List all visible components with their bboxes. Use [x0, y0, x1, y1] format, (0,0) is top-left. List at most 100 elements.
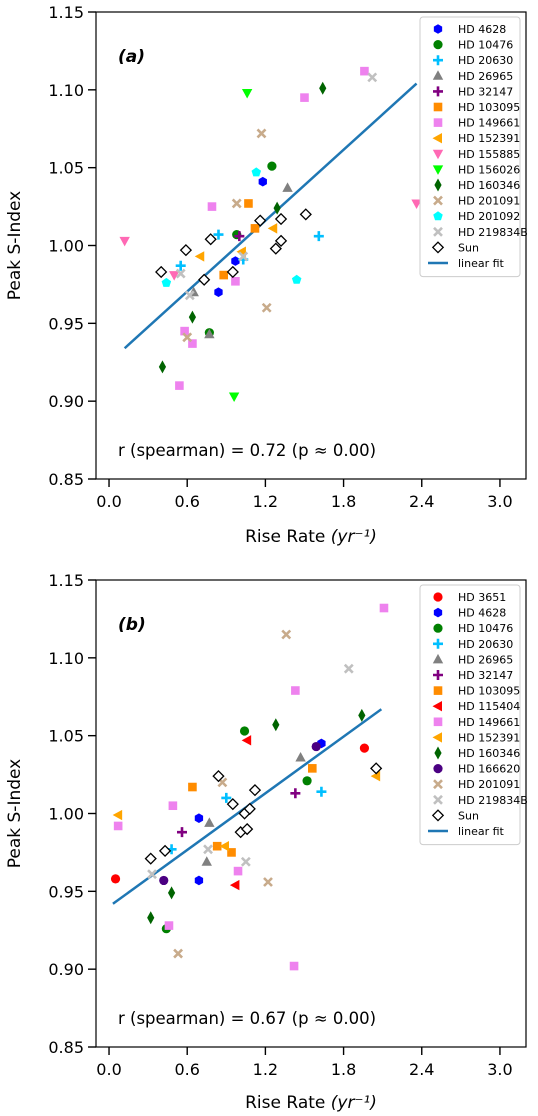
data-point: [167, 886, 176, 900]
y-tick-label: 1.10: [48, 649, 84, 668]
linear-fit-line: [123, 82, 418, 350]
legend-marker: [432, 165, 444, 175]
data-point: [204, 817, 215, 827]
data-point: [212, 770, 225, 783]
y-tick-label: 1.05: [48, 727, 84, 746]
legend-label: Sun: [458, 809, 479, 822]
legend-label: HD 166620: [458, 763, 520, 776]
data-point: [233, 866, 243, 876]
data-point: [161, 277, 172, 287]
legend-label: HD 32147: [458, 669, 513, 682]
series-hd-149661: [175, 66, 369, 390]
data-point: [359, 743, 370, 753]
series-hd-201091: [182, 128, 272, 343]
data-point: [273, 201, 281, 215]
legend-label: HD 3651: [458, 591, 506, 604]
data-point: [188, 310, 197, 324]
data-point: [219, 270, 228, 280]
data-point: [179, 244, 193, 257]
legend-marker: [434, 178, 442, 192]
data-point: [155, 265, 168, 279]
legend-label: HD 155885: [458, 148, 520, 161]
chart-panel-b: 0.0 0.6 1.2 1.8 2.4 3.0 0.85 0.90 0.95 1.00 1.05 1.…: [5, 571, 528, 1113]
series-hd-152391: [112, 770, 381, 852]
legend-label: HD 32147: [458, 85, 513, 98]
legend-marker: [433, 779, 443, 790]
legend-marker: [432, 653, 444, 664]
series-sun: [155, 208, 312, 286]
data-point: [119, 236, 130, 247]
data-point: [411, 199, 422, 209]
series-hd-149661: [113, 603, 389, 971]
data-point: [241, 822, 254, 836]
x-axis-label: Rise Rate (yr⁻¹): [245, 527, 377, 547]
data-point: [379, 603, 389, 613]
y-tick-label: 1.00: [48, 805, 84, 824]
x-tick-label: 2.4: [409, 492, 434, 511]
data-point: [175, 381, 184, 390]
legend-label: HD 152391: [458, 731, 520, 744]
data-point: [258, 176, 267, 187]
data-point: [207, 202, 217, 211]
legend-box: [419, 584, 521, 846]
x-tick-label: 1.8: [331, 1060, 356, 1079]
series-hd-4628: [194, 738, 326, 886]
series-hd-166620: [159, 741, 321, 886]
data-point: [214, 287, 223, 297]
data-point: [263, 877, 273, 887]
data-point: [112, 809, 123, 821]
series-hd-103095: [219, 199, 260, 280]
data-point: [180, 326, 189, 336]
legend-marker: [431, 809, 445, 822]
data-point: [267, 161, 277, 171]
panel-label: (a): [118, 47, 145, 67]
series-hd-20630: [175, 229, 324, 271]
data-point: [231, 277, 240, 286]
data-point: [182, 332, 193, 343]
data-point: [231, 198, 242, 209]
legend-label: HD 4628: [458, 23, 506, 36]
data-point: [313, 231, 324, 242]
data-point: [316, 786, 327, 797]
data-point: [241, 88, 253, 99]
data-point: [213, 229, 224, 240]
series-hd-201092: [161, 167, 302, 287]
data-point: [311, 741, 321, 752]
legend-label: HD 10476: [458, 39, 513, 52]
legend-label: Sun: [458, 241, 479, 254]
data-point: [158, 360, 167, 374]
data-point: [238, 251, 249, 262]
legend-label: HD 156026: [458, 163, 520, 176]
x-tick-label: 1.8: [331, 492, 356, 511]
legend-label: HD 149661: [458, 117, 520, 130]
series-sun: [144, 762, 383, 865]
x-tick-label: 0.6: [174, 1060, 199, 1079]
legend-marker: [434, 746, 442, 760]
x-axis-label: Rise Rate (yr⁻¹): [245, 1093, 377, 1113]
legend-label: HD 160346: [458, 747, 520, 760]
y-axis-label: Peak S-Index: [5, 759, 25, 869]
legend-marker: [432, 149, 444, 160]
x-tick-label: 3.0: [487, 492, 512, 511]
data-point: [168, 801, 178, 811]
series-hd-219834b: [147, 663, 354, 880]
x-tick-label: 0.0: [96, 1060, 121, 1079]
legend-marker: [433, 195, 443, 206]
legend-label: HD 4628: [458, 607, 506, 620]
legend-marker: [433, 623, 443, 633]
legend-marker: [433, 607, 443, 618]
x-tick-label: 0.0: [96, 492, 121, 511]
y-tick-label: 0.85: [48, 1038, 84, 1057]
x-tick-label: 0.6: [174, 492, 199, 511]
legend-marker: [431, 241, 445, 254]
spearman-annotation: r (spearman) = 0.72 (p ≈ 0.00): [118, 441, 376, 460]
series-hd-3651: [110, 743, 370, 884]
legend-label: HD 201092: [458, 210, 520, 223]
data-point: [241, 735, 252, 746]
legend: HD 3651 HD 4628 HD 10476 HD 20630 HD 26965 HD…: [419, 584, 528, 846]
data-point: [175, 260, 186, 271]
data-point: [168, 271, 180, 281]
legend-label: linear fit: [458, 257, 505, 270]
series-hd-26965: [201, 751, 306, 866]
data-point: [290, 788, 301, 799]
